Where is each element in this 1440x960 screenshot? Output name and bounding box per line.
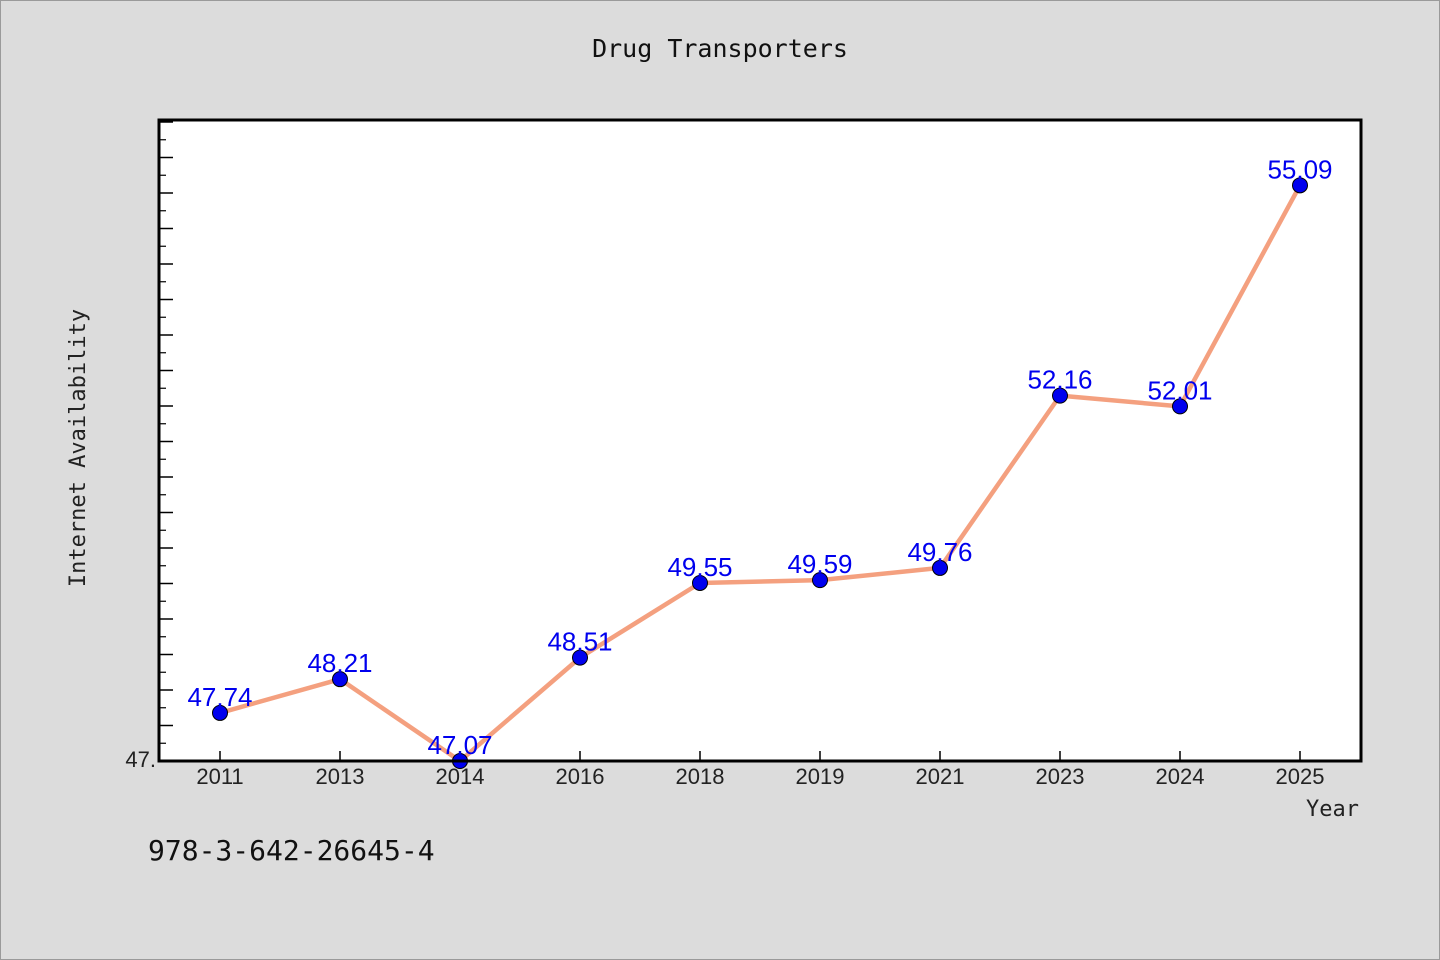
data-label: 48.21 [307, 648, 372, 678]
data-label: 55.09 [1267, 154, 1332, 184]
data-point [932, 559, 948, 576]
isbn-text: 978-3-642-26645-4 [148, 834, 435, 867]
x-tick-label: 2013 [316, 764, 365, 789]
data-label: 49.76 [907, 537, 972, 567]
data-point [332, 671, 348, 688]
x-tick-label: 2021 [916, 764, 965, 789]
x-axis-ticks: 2011 2013 2014 2016 2018 2019 2021 2023 2024 2025 [196, 751, 1324, 789]
data-point [1172, 398, 1188, 415]
data-label: 49.59 [787, 549, 852, 579]
x-tick-label: 2019 [796, 764, 845, 789]
data-label: 52.16 [1027, 365, 1092, 395]
data-point [1052, 387, 1068, 404]
chart-title: Drug Transporters [592, 34, 848, 63]
data-label: 52.01 [1147, 375, 1212, 405]
plot-area [159, 120, 1361, 761]
data-point [572, 649, 588, 666]
x-tick-label: 2023 [1036, 764, 1085, 789]
data-point [692, 574, 708, 591]
x-tick-label: 2016 [556, 764, 605, 789]
x-axis-label: Year [1306, 797, 1359, 822]
y-axis-label: Internet Availability [66, 309, 91, 587]
x-tick-label: 2025 [1276, 764, 1325, 789]
series-line [219, 184, 1302, 764]
series-markers [212, 177, 1308, 769]
data-point [812, 572, 828, 589]
data-label: 47.07 [427, 730, 492, 760]
x-tick-label: 2024 [1156, 764, 1205, 789]
y-tick-label: 47. [125, 747, 156, 772]
data-labels: 47.74 48.21 47.07 48.51 49.55 49.59 49.76 52.16… [187, 154, 1332, 760]
data-point [1292, 177, 1308, 194]
data-point [212, 704, 228, 721]
x-tick-label: 2011 [196, 764, 243, 789]
plot-border [157, 118, 1363, 763]
x-tick-label: 2018 [676, 764, 725, 789]
data-label: 48.51 [547, 627, 612, 657]
data-label: 49.55 [667, 552, 732, 582]
data-label: 47.74 [187, 682, 252, 712]
